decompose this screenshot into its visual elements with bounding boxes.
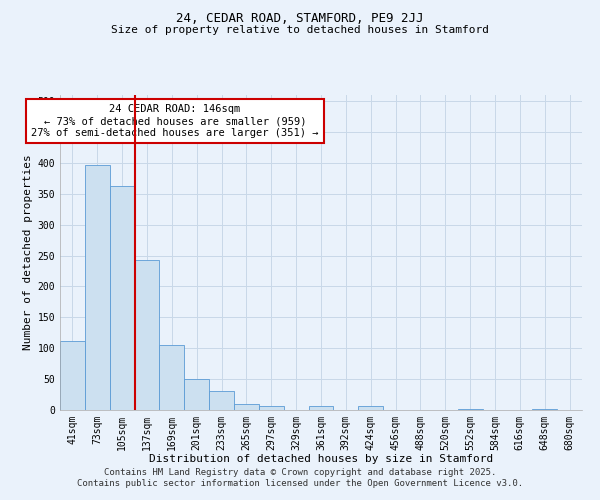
Text: 24, CEDAR ROAD, STAMFORD, PE9 2JJ: 24, CEDAR ROAD, STAMFORD, PE9 2JJ	[176, 12, 424, 26]
Bar	[209, 392, 234, 410]
Text: Contains HM Land Registry data © Crown copyright and database right 2025.
Contai: Contains HM Land Registry data © Crown c…	[77, 468, 523, 487]
Text: Size of property relative to detached houses in Stamford: Size of property relative to detached ho…	[111, 25, 489, 35]
Bar	[259, 406, 284, 410]
Text: 24 CEDAR ROAD: 146sqm
← 73% of detached houses are smaller (959)
27% of semi-det: 24 CEDAR ROAD: 146sqm ← 73% of detached …	[31, 104, 319, 138]
Bar	[160, 345, 184, 410]
Bar	[234, 404, 259, 410]
Bar	[110, 186, 134, 410]
Bar	[532, 409, 557, 410]
Bar	[308, 406, 334, 410]
Bar	[458, 409, 482, 410]
Y-axis label: Number of detached properties: Number of detached properties	[23, 154, 34, 350]
Bar	[134, 260, 160, 410]
Bar	[60, 341, 85, 410]
X-axis label: Distribution of detached houses by size in Stamford: Distribution of detached houses by size …	[149, 454, 493, 464]
Bar	[85, 165, 110, 410]
Bar	[358, 406, 383, 410]
Bar	[184, 379, 209, 410]
